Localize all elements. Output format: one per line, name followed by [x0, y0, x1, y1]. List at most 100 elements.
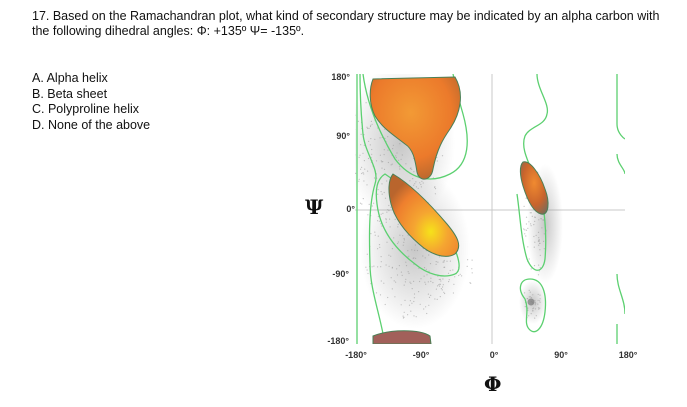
scatter-point — [391, 248, 393, 250]
scatter-point — [436, 160, 438, 162]
scatter-point — [380, 223, 382, 225]
scatter-point — [538, 240, 540, 242]
scatter-point — [524, 306, 526, 308]
scatter-point — [432, 282, 434, 284]
scatter-point — [454, 276, 456, 278]
scatter-point — [452, 292, 454, 294]
scatter-point — [410, 167, 412, 169]
scatter-point — [531, 215, 533, 217]
scatter-point — [366, 184, 368, 186]
scatter-point — [439, 296, 441, 298]
contour-right-bottom — [519, 278, 547, 333]
option-d[interactable]: D. None of the above — [32, 117, 151, 132]
scatter-point — [371, 123, 373, 125]
scatter-point — [400, 304, 402, 306]
scatter-point — [539, 300, 541, 302]
scatter-point — [414, 249, 416, 251]
scatter-point — [411, 288, 413, 290]
scatter-point — [428, 270, 430, 272]
scatter-point — [391, 267, 393, 269]
scatter-point — [436, 298, 438, 300]
scatter-point — [466, 265, 468, 267]
scatter-point — [402, 235, 404, 237]
scatter-point — [390, 164, 392, 166]
scatter-point — [411, 249, 413, 251]
scatter-point — [535, 303, 537, 305]
scatter-point — [403, 241, 405, 243]
scatter-point — [532, 294, 534, 296]
scatter-point — [379, 294, 382, 296]
scatter-point — [530, 297, 533, 299]
scatter-point — [447, 272, 450, 274]
scatter-point — [358, 180, 360, 182]
scatter-point — [438, 278, 440, 281]
scatter-point — [534, 241, 536, 243]
scatter-point — [369, 125, 372, 128]
scatter-point — [398, 166, 401, 168]
scatter-point — [533, 224, 535, 226]
y-tick-0: 0° — [346, 204, 355, 214]
scatter-point — [377, 266, 379, 268]
scatter-point — [405, 163, 407, 165]
scatter-point — [391, 288, 393, 290]
scatter-point — [399, 143, 401, 145]
scatter-point — [380, 266, 382, 268]
scatter-point — [439, 285, 441, 287]
scatter-point — [408, 272, 410, 274]
scatter-point — [422, 182, 424, 184]
scatter-point — [529, 296, 531, 298]
scatter-point — [389, 226, 391, 228]
scatter-point — [426, 312, 428, 315]
scatter-point — [394, 218, 396, 220]
scatter-point — [534, 300, 536, 302]
y-tick-minus180: -180° — [327, 336, 349, 346]
scatter-point — [382, 212, 384, 214]
scatter-point — [528, 315, 530, 317]
scatter-point — [538, 239, 540, 241]
option-c[interactable]: C. Polyproline helix — [32, 102, 139, 116]
scatter-point — [380, 280, 382, 282]
scatter-point — [386, 241, 388, 243]
scatter-point — [390, 206, 392, 208]
scatter-point — [525, 216, 528, 218]
scatter-point — [415, 181, 417, 183]
scatter-point — [387, 149, 389, 151]
scatter-point — [412, 178, 414, 180]
scatter-point — [533, 265, 536, 267]
scatter-point — [402, 315, 404, 317]
scatter-point — [386, 180, 388, 182]
scatter-point — [403, 311, 405, 313]
scatter-point — [359, 154, 361, 156]
scatter-point — [438, 284, 440, 286]
scatter-point — [400, 158, 402, 160]
scatter-point — [539, 249, 541, 251]
scatter-point — [397, 242, 399, 245]
scatter-point — [417, 187, 419, 189]
scatter-point — [423, 267, 426, 269]
scatter-point — [360, 168, 362, 170]
option-b[interactable]: B. Beta sheet — [32, 86, 108, 101]
option-a[interactable]: A. Alpha helix — [32, 71, 108, 85]
x-tick-0: 0° — [489, 350, 499, 360]
scatter-point — [527, 307, 529, 309]
scatter-point — [414, 244, 416, 246]
scatter-point — [448, 279, 450, 281]
scatter-point — [448, 281, 450, 283]
scatter-point — [440, 280, 442, 282]
scatter-point — [394, 296, 396, 298]
scatter-point — [387, 161, 389, 164]
ramachandran-plot — [355, 74, 625, 344]
scatter-point — [426, 274, 428, 276]
scatter-point — [443, 266, 445, 268]
scatter-point — [415, 186, 417, 188]
scatter-point — [378, 220, 380, 222]
scatter-point — [375, 160, 378, 162]
scatter-point — [527, 298, 529, 300]
scatter-point — [410, 310, 412, 312]
x-tick-180: 180° — [618, 350, 638, 360]
scatter-point — [449, 260, 451, 262]
scatter-point — [384, 303, 386, 306]
scatter-point — [380, 256, 382, 258]
scatter-point — [402, 244, 404, 246]
scatter-point — [361, 166, 363, 168]
